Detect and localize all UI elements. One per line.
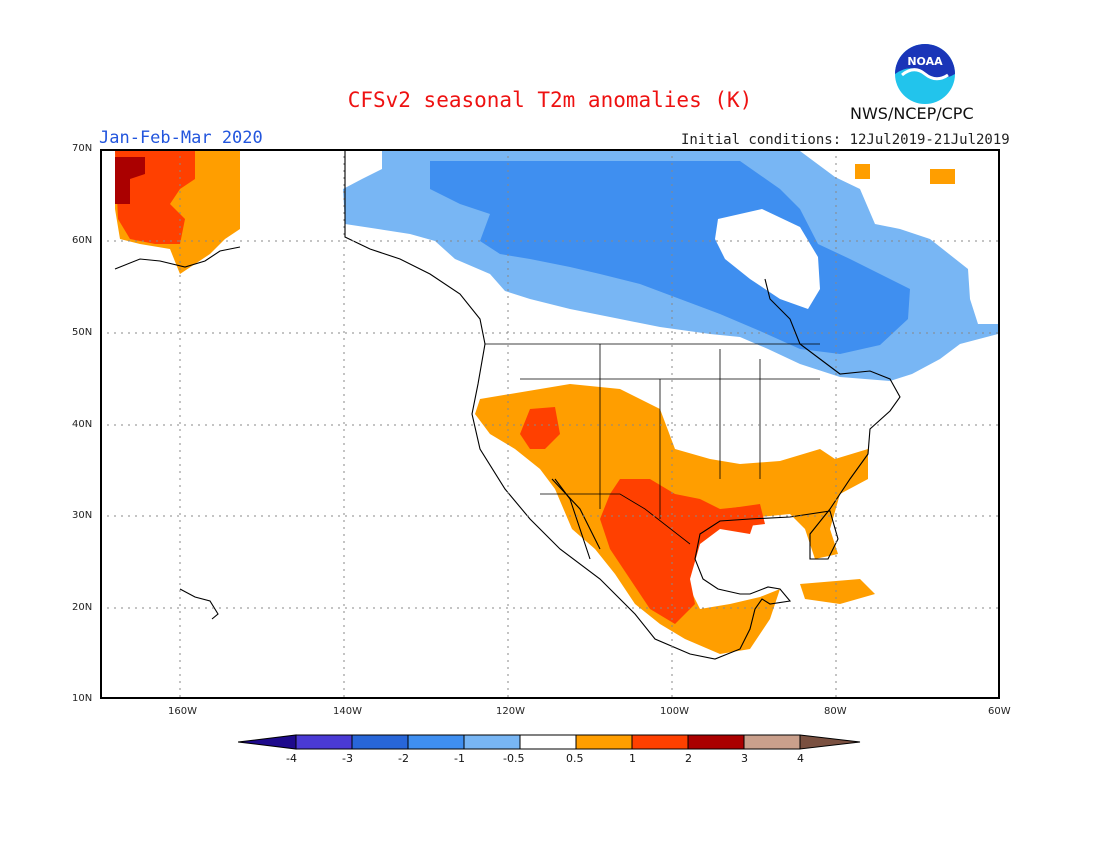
colorbar <box>237 730 862 770</box>
agency-label: NWS/NCEP/CPC <box>850 104 974 123</box>
initial-conditions: Initial conditions: 12Jul2019-21Jul2019 <box>681 132 1010 148</box>
period-label: Jan-Feb-Mar 2020 <box>99 128 263 148</box>
colorbar-tick: 2 <box>685 752 692 765</box>
colorbar-tick: -4 <box>286 752 297 765</box>
anomaly-map <box>100 149 1000 699</box>
lon-label: 160W <box>168 706 197 717</box>
lon-label: 80W <box>824 706 847 717</box>
colorbar-tick: -2 <box>398 752 409 765</box>
warm-anomaly-us-mexico <box>475 384 875 654</box>
colorbar-tick: 1 <box>629 752 636 765</box>
lat-label: 70N <box>72 143 93 154</box>
noaa-logo-icon: NOAA <box>894 43 956 105</box>
coastlines <box>114 151 901 660</box>
colorbar-tick: -0.5 <box>503 752 525 765</box>
lat-label: 40N <box>72 419 93 430</box>
colorbar-tick: -3 <box>342 752 353 765</box>
warm-anomaly-alaska <box>115 151 955 274</box>
lon-label: 100W <box>660 706 689 717</box>
logo-text: NOAA <box>907 55 943 68</box>
colorbar-tick: 4 <box>797 752 804 765</box>
lat-label: 20N <box>72 602 93 613</box>
cool-anomaly-region <box>343 151 1000 381</box>
lon-label: 60W <box>988 706 1011 717</box>
lat-label: 50N <box>72 327 93 338</box>
lon-label: 120W <box>496 706 525 717</box>
lon-label: 140W <box>333 706 362 717</box>
colorbar-tick: 0.5 <box>566 752 584 765</box>
political-borders <box>485 343 820 545</box>
colorbar-tick: 3 <box>741 752 748 765</box>
map-title: CFSv2 seasonal T2m anomalies (K) <box>347 88 753 112</box>
lat-label: 60N <box>72 235 93 246</box>
colorbar-tick: -1 <box>454 752 465 765</box>
graticule <box>100 149 1000 699</box>
lat-label: 30N <box>72 510 93 521</box>
lat-label: 10N <box>72 693 93 704</box>
